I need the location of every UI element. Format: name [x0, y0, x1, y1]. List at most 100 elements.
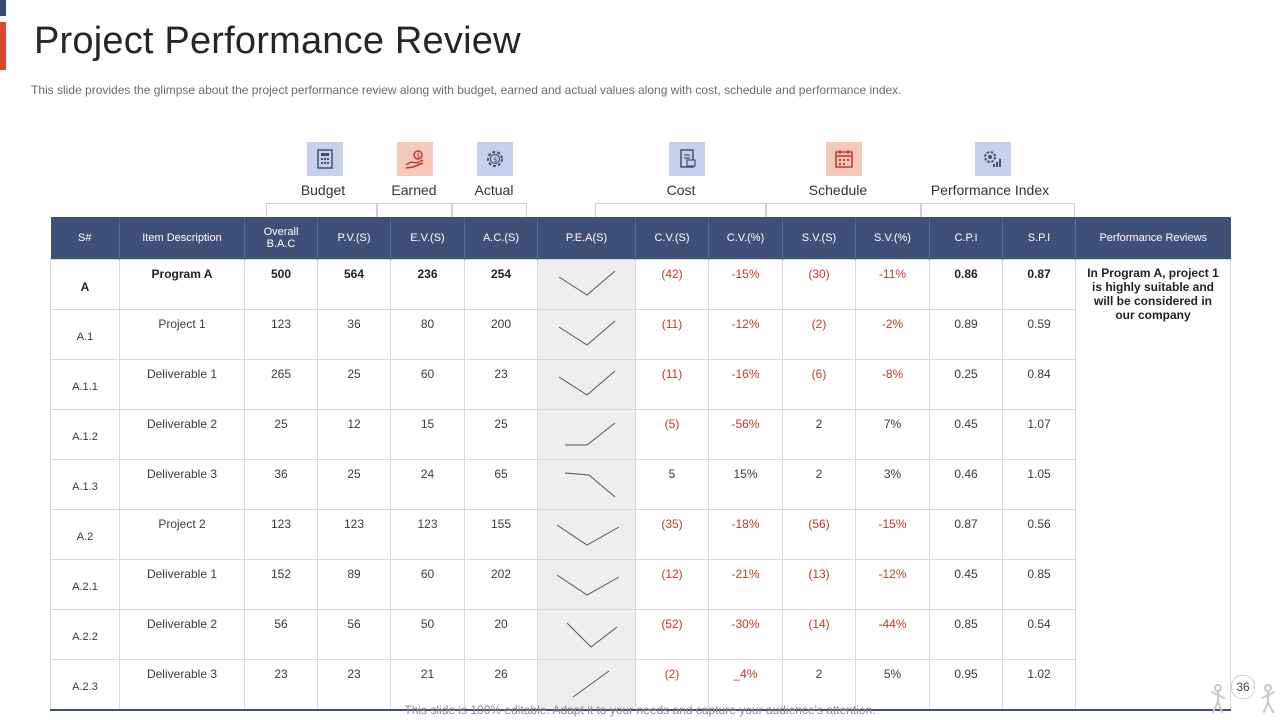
- table-row: A.1.3 Deliverable 3 36 25 24 65 5 15% 2 3% 0.46 1.0…: [50, 459, 1231, 510]
- bracket-cost: [595, 203, 767, 218]
- title-accent-bar: [0, 22, 6, 70]
- cell-cpi: 0.45: [929, 559, 1003, 610]
- cell-svp: -15%: [855, 509, 930, 560]
- cell-ac: 26: [464, 659, 538, 711]
- cell-svp: -44%: [855, 609, 930, 660]
- cell-sv: (2): [782, 309, 856, 360]
- cell-pv: 23: [317, 659, 391, 711]
- page-title: Project Performance Review: [34, 20, 521, 62]
- cell-cvp: -16%: [708, 359, 783, 410]
- cell-cv: (35): [635, 509, 709, 560]
- pea-sparkline: [537, 509, 636, 560]
- cell-sno: A.1.1: [50, 359, 120, 410]
- calculator-icon: [307, 142, 343, 176]
- cell-spi: 0.54: [1002, 609, 1076, 660]
- cell-pv: 12: [317, 409, 391, 460]
- group-label-performance-index: Performance Index: [930, 182, 1050, 198]
- sparkline-line: [566, 622, 617, 648]
- cell-desc: Deliverable 1: [119, 559, 245, 610]
- cell-spi: 0.56: [1002, 509, 1076, 560]
- pea-sparkline: [537, 659, 636, 711]
- cell-sv: 2: [782, 409, 856, 460]
- cell-cv: (5): [635, 409, 709, 460]
- pea-sparkline: [537, 459, 636, 510]
- people-figures-icon: [1211, 684, 1275, 713]
- cell-ac: 65: [464, 459, 538, 510]
- cell-sno: A.1: [50, 309, 120, 360]
- column-header: C.V.(S): [635, 217, 709, 260]
- cell-cv: (2): [635, 659, 709, 711]
- cell-svp: -8%: [855, 359, 930, 410]
- cell-desc: Deliverable 3: [119, 459, 245, 510]
- cell-cvp: -21%: [708, 559, 783, 610]
- cell-bac: 23: [244, 659, 318, 711]
- cell-cpi: 0.86: [929, 259, 1003, 310]
- cell-spi: 1.02: [1002, 659, 1076, 711]
- cell-desc: Deliverable 2: [119, 409, 245, 460]
- table-row: A.1 Project 1 123 36 80 200 (11) -12% (2) -2% 0.89…: [50, 309, 1231, 360]
- pea-sparkline: [537, 609, 636, 660]
- cell-cv: (52): [635, 609, 709, 660]
- group-label-earned: Earned: [391, 182, 437, 198]
- cell-cvp: -56%: [708, 409, 783, 460]
- cell-cv: (42): [635, 259, 709, 310]
- sparkline-line: [558, 320, 615, 346]
- cell-spi: 0.59: [1002, 309, 1076, 360]
- cell-bac: 25: [244, 409, 318, 460]
- cell-ev: 60: [390, 359, 465, 410]
- footer-note: This slide is 100% editable. Adapt it to…: [404, 703, 876, 717]
- cell-ac: 25: [464, 409, 538, 460]
- pea-sparkline: [537, 309, 636, 360]
- table-row: A Program A 500 564 236 254 (42) -15% (30) -11% 0.…: [50, 259, 1231, 711]
- cell-cpi: 0.25: [929, 359, 1003, 410]
- cell-pv: 89: [317, 559, 391, 610]
- cell-svp: 5%: [855, 659, 930, 711]
- cell-svp: 3%: [855, 459, 930, 510]
- cell-bac: 123: [244, 309, 318, 360]
- column-header: Item Description: [119, 217, 245, 260]
- sparkline-line: [556, 524, 619, 546]
- cell-svp: 7%: [855, 409, 930, 460]
- cell-ev: 24: [390, 459, 465, 510]
- cell-ac: 23: [464, 359, 538, 410]
- cell-ac: 202: [464, 559, 538, 610]
- bracket-budget: [266, 203, 378, 218]
- cell-sno: A.2.2: [50, 609, 120, 660]
- cell-desc: Deliverable 3: [119, 659, 245, 711]
- cell-pv: 36: [317, 309, 391, 360]
- pea-sparkline: [537, 409, 636, 460]
- cell-desc: Project 2: [119, 509, 245, 560]
- cell-ev: 123: [390, 509, 465, 560]
- cell-ev: 60: [390, 559, 465, 610]
- cell-ac: 254: [464, 259, 538, 310]
- cell-sno: A.2.1: [50, 559, 120, 610]
- cell-cpi: 0.46: [929, 459, 1003, 510]
- cell-ev: 50: [390, 609, 465, 660]
- bracket-actual: [451, 203, 527, 218]
- cell-cv: (11): [635, 359, 709, 410]
- cell-spi: 1.07: [1002, 409, 1076, 460]
- cell-cpi: 0.87: [929, 509, 1003, 560]
- cell-cvp: -30%: [708, 609, 783, 660]
- cell-ev: 80: [390, 309, 465, 360]
- column-header: P.V.(S): [317, 217, 391, 260]
- cell-bac: 56: [244, 609, 318, 660]
- column-header: S#: [50, 217, 120, 260]
- cell-spi: 0.84: [1002, 359, 1076, 410]
- cell-desc: Project 1: [119, 309, 245, 360]
- sparkline-line: [572, 670, 609, 697]
- group-label-actual: Actual: [474, 182, 514, 198]
- page-subtitle: This slide provides the glimpse about th…: [31, 83, 902, 97]
- cell-svp: -2%: [855, 309, 930, 360]
- cell-svp: -11%: [855, 259, 930, 310]
- cell-cvp: 15%: [708, 459, 783, 510]
- sparkline-line: [564, 422, 615, 445]
- cell-ev: 15: [390, 409, 465, 460]
- page-number: 36: [1231, 675, 1255, 699]
- sparkline-line: [558, 270, 615, 296]
- cell-bac: 36: [244, 459, 318, 510]
- column-header: S.P.I: [1002, 217, 1076, 260]
- cell-ev: 236: [390, 259, 465, 310]
- cell-cpi: 0.45: [929, 409, 1003, 460]
- sparkline-line: [564, 472, 615, 497]
